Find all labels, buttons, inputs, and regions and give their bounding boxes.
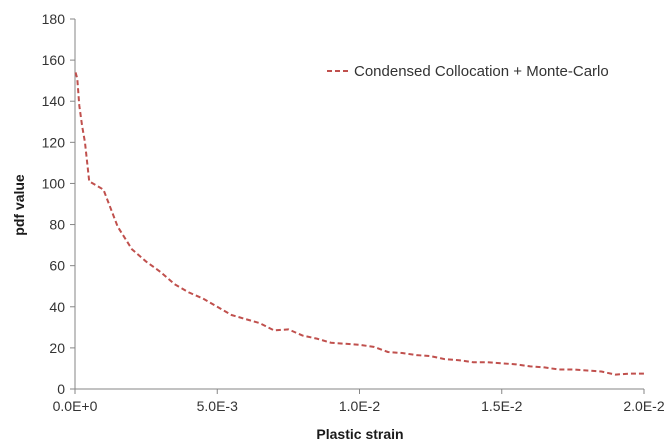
x-tick-label: 1.5E-2 — [481, 398, 522, 414]
data-point — [245, 318, 247, 320]
data-point — [202, 298, 204, 300]
data-point — [586, 370, 588, 372]
y-tick-label: 60 — [49, 258, 65, 274]
data-point — [330, 342, 332, 344]
data-point — [344, 343, 346, 345]
data-point — [117, 226, 119, 228]
legend: Condensed Collocation + Monte-Carlo — [327, 63, 609, 80]
data-point — [629, 373, 631, 375]
y-tick-label: 20 — [49, 340, 65, 356]
data-point — [145, 261, 147, 263]
data-point — [401, 352, 403, 354]
y-tick-label: 0 — [57, 381, 65, 397]
data-point — [615, 374, 617, 376]
x-axis: 0.0E+0 5.0E-3 1.0E-2 1.5E-2 2.0E-2 — [53, 388, 665, 414]
y-axis-title: pdf value — [11, 174, 27, 236]
data-point — [430, 355, 432, 357]
data-point — [444, 358, 446, 360]
data-point — [84, 142, 86, 144]
data-point — [81, 125, 83, 127]
x-tick-label: 0.0E+0 — [53, 398, 98, 414]
data-point — [373, 346, 375, 348]
data-point — [473, 361, 475, 363]
legend-label: Condensed Collocation + Monte-Carlo — [354, 63, 609, 80]
data-point — [387, 351, 389, 353]
data-point — [273, 330, 275, 332]
x-tick-label: 2.0E-2 — [623, 398, 664, 414]
data-point — [515, 364, 517, 366]
x-tick-label: 1.0E-2 — [339, 398, 380, 414]
data-point — [160, 271, 162, 273]
data-point — [643, 373, 645, 375]
data-point — [359, 344, 361, 346]
data-point — [558, 369, 560, 371]
x-axis-title: Plastic strain — [316, 426, 403, 442]
series-layer — [74, 72, 645, 376]
y-tick-label: 120 — [42, 134, 66, 150]
y-tick-label: 160 — [42, 52, 66, 68]
data-point — [231, 314, 233, 316]
data-point — [302, 335, 304, 337]
data-point — [416, 354, 418, 356]
data-point — [288, 329, 290, 331]
data-point — [458, 359, 460, 361]
data-point — [174, 283, 176, 285]
x-tick-label: 5.0E-3 — [197, 398, 238, 414]
y-tick-label: 100 — [42, 175, 66, 191]
data-point — [76, 78, 78, 80]
data-point — [572, 369, 574, 371]
data-point — [131, 248, 133, 250]
data-point — [487, 361, 489, 363]
data-point — [78, 105, 80, 107]
data-point — [601, 371, 603, 373]
data-point — [216, 306, 218, 308]
data-point — [259, 322, 261, 324]
series-line — [74, 72, 644, 376]
data-point — [188, 292, 190, 294]
y-tick-label: 140 — [42, 93, 66, 109]
data-point — [316, 338, 318, 340]
y-tick-label: 180 — [42, 11, 66, 27]
data-point — [501, 363, 503, 365]
y-tick-label: 80 — [49, 217, 65, 233]
data-point — [103, 189, 105, 191]
data-point — [529, 366, 531, 368]
data-point — [544, 367, 546, 369]
data-point — [75, 72, 77, 74]
y-tick-label: 40 — [49, 299, 65, 315]
y-axis: 0 20 40 60 80 100 120 140 160 180 — [42, 11, 76, 397]
data-point — [88, 181, 90, 183]
